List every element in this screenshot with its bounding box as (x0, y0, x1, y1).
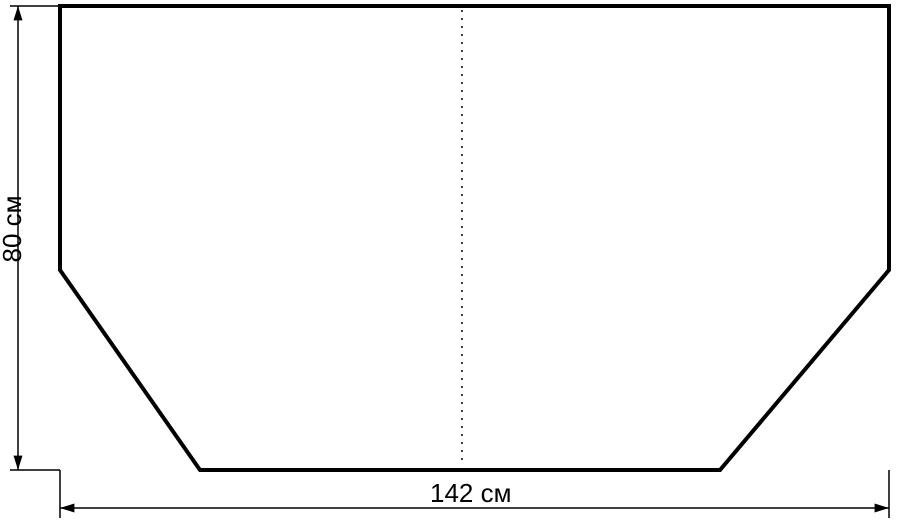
width-arrow-right (875, 504, 889, 513)
width-label: 142 см (430, 478, 511, 508)
height-arrow-bottom (14, 456, 23, 470)
outline-polygon (60, 6, 889, 470)
dimension-height: 80 см (0, 6, 60, 470)
height-arrow-top (14, 6, 23, 20)
width-arrow-left (60, 504, 74, 513)
technical-drawing: 80 см 142 см (0, 0, 900, 527)
height-label: 80 см (0, 195, 27, 262)
dimension-width: 142 см (60, 470, 889, 518)
